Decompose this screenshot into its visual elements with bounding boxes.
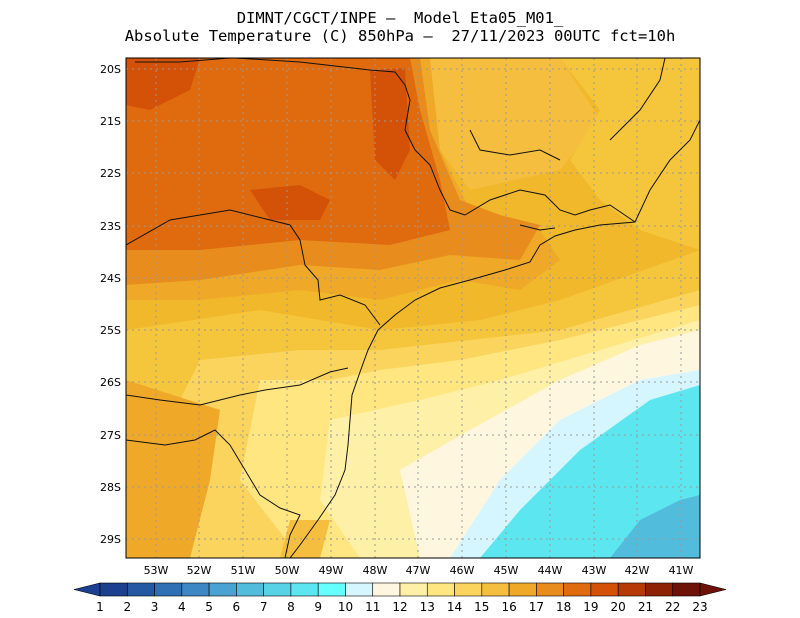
lat-label: 23S — [100, 220, 121, 233]
temperature-field — [126, 58, 700, 558]
colorbar-label: 2 — [123, 600, 131, 614]
colorbar-swatch — [99, 582, 128, 597]
colorbar: 1 2 3 4 5 6 7 8 9 10 11 12 13 14 15 16 17 18 19 20 21 22 23 — [73, 582, 727, 614]
lat-label: 28S — [100, 481, 121, 494]
colorbar-swatch — [181, 582, 210, 597]
colorbar-swatch — [426, 582, 455, 597]
lat-label: 21S — [100, 115, 121, 128]
lon-label: 48W — [363, 564, 388, 577]
colorbar-arrow-high — [699, 582, 727, 597]
colorbar-label: 12 — [392, 600, 407, 614]
colorbar-label: 17 — [529, 600, 544, 614]
lat-label: 27S — [100, 429, 121, 442]
colorbar-label: 22 — [665, 600, 680, 614]
colorbar-label: 8 — [287, 600, 295, 614]
colorbar-swatch — [481, 582, 510, 597]
colorbar-swatch — [454, 582, 483, 597]
colorbar-label: 6 — [233, 600, 241, 614]
lat-label: 26S — [100, 376, 121, 389]
lon-label: 53W — [144, 564, 169, 577]
colorbar-label: 7 — [260, 600, 268, 614]
lon-label: 47W — [406, 564, 431, 577]
colorbar-label: 13 — [420, 600, 435, 614]
colorbar-label: 10 — [338, 600, 353, 614]
lon-label: 41W — [669, 564, 694, 577]
map-frame — [125, 57, 701, 559]
lat-label: 29S — [100, 533, 121, 546]
colorbar-swatch — [508, 582, 537, 597]
colorbar-label: 11 — [365, 600, 380, 614]
colorbar-swatch — [317, 582, 346, 597]
lon-label: 46W — [450, 564, 475, 577]
colorbar-swatch — [208, 582, 237, 597]
latitude-labels: 20S 21S 22S 23S 24S 25S 26S 27S 28S 29S — [100, 63, 121, 546]
longitude-labels: 53W 52W 51W 50W 49W 48W 47W 46W 45W 44W … — [144, 564, 694, 577]
colorbar-label: 9 — [314, 600, 322, 614]
colorbar-swatch — [345, 582, 374, 597]
colorbar-label: 5 — [205, 600, 213, 614]
colorbar-label: 19 — [583, 600, 598, 614]
colorbar-label: 1 — [96, 600, 104, 614]
colorbar-swatch — [290, 582, 319, 597]
colorbar-swatch — [126, 582, 155, 597]
colorbar-swatch — [617, 582, 646, 597]
lon-label: 51W — [231, 564, 256, 577]
colorbar-swatch — [563, 582, 592, 597]
colorbar-label: 14 — [447, 600, 462, 614]
coastline-borders — [126, 58, 700, 558]
lon-label: 43W — [582, 564, 607, 577]
title-line-1: DIMNT/CGCT/INPE — Model Eta05_M01_ — [236, 9, 564, 27]
colorbar-label: 18 — [556, 600, 571, 614]
title-line-2: Absolute Temperature (C) 850hPa — 27/11/… — [124, 27, 676, 45]
colorbar-arrow-low — [73, 582, 101, 597]
colorbar-swatch — [536, 582, 564, 597]
colorbar-swatch — [672, 582, 701, 597]
lon-label: 44W — [538, 564, 563, 577]
lon-label: 49W — [319, 564, 344, 577]
colorbar-swatch — [236, 582, 264, 597]
lon-label: 42W — [625, 564, 650, 577]
lon-label: 52W — [187, 564, 212, 577]
colorbar-swatch — [372, 582, 401, 597]
colorbar-label: 16 — [501, 600, 516, 614]
lat-label: 20S — [100, 63, 121, 76]
colorbar-label: 21 — [638, 600, 653, 614]
lon-label: 50W — [275, 564, 300, 577]
colorbar-label: 15 — [474, 600, 489, 614]
colorbar-label: 20 — [611, 600, 626, 614]
colorbar-swatch — [263, 582, 292, 597]
colorbar-swatch — [154, 582, 183, 597]
lat-label: 22S — [100, 167, 121, 180]
colorbar-swatch — [645, 582, 674, 597]
lat-label: 25S — [100, 324, 121, 337]
lon-label: 45W — [494, 564, 519, 577]
lat-label: 24S — [100, 272, 121, 285]
colorbar-label: 23 — [692, 600, 707, 614]
colorbar-label: 3 — [151, 600, 159, 614]
colorbar-swatch — [399, 582, 428, 597]
colorbar-swatch — [590, 582, 619, 597]
colorbar-label: 4 — [178, 600, 186, 614]
